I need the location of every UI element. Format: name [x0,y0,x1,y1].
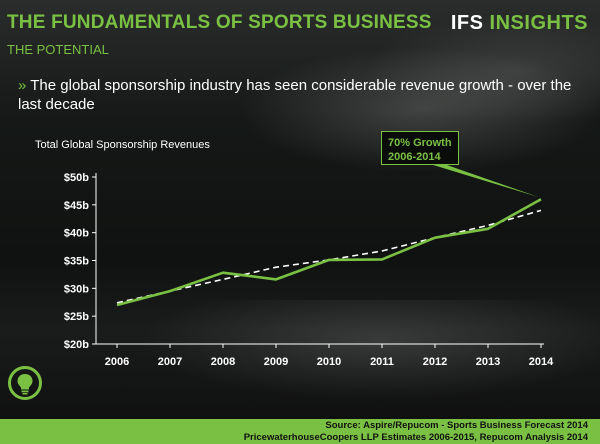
page-subtitle: THE POTENTIAL [7,42,109,57]
y-tick-label: $40b [64,228,89,240]
callout-pointer [430,164,539,198]
x-tick-label: 2007 [158,356,182,368]
source-line-1: Source: Aspire/Repucom - Sports Business… [325,420,588,431]
callout-line-1: 70% Growth [388,137,452,149]
revenue-series-line [116,198,542,307]
x-tick-label: 2011 [370,356,394,368]
callout-line-2: 2006-2014 [388,151,441,163]
source-citation: Source: Aspire/Repucom - Sports Business… [244,420,588,443]
y-tick-label: $45b [64,200,89,212]
page-title: THE FUNDAMENTALS OF SPORTS BUSINESS [7,12,432,33]
bullet-marker: » [18,77,27,94]
x-tick-label: 2012 [423,356,447,368]
trend-line [116,209,542,304]
x-tick-label: 2010 [317,356,341,368]
footer-bar: Source: Aspire/Repucom - Sports Business… [0,419,600,444]
brand-main: IFS [450,12,484,34]
y-tick-label: $20b [64,339,89,351]
lightbulb-icon [8,366,42,400]
y-tick-label: $30b [64,283,89,295]
x-tick-label: 2008 [211,356,235,368]
brand-logo: IFS INSIGHTS [451,12,588,35]
x-tick-label: 2014 [529,356,554,368]
growth-callout: 70% Growth 2006-2014 [381,131,459,165]
source-line-2: PricewaterhouseCoopers LLP Estimates 200… [243,431,588,443]
bullet-text: The global sponsorship industry has seen… [18,77,572,113]
y-tick-label: $25b [64,311,89,323]
brand-accent: INSIGHTS [489,12,588,34]
x-tick-label: 2013 [476,356,500,368]
x-tick-label: 2009 [264,356,288,368]
x-tick-label: 2006 [105,356,129,368]
chart-title: Total Global Sponsorship Revenues [35,139,210,151]
y-tick-label: $50b [64,172,89,184]
bullet-point: » The global sponsorship industry has se… [18,76,588,114]
y-tick-label: $35b [64,256,89,268]
